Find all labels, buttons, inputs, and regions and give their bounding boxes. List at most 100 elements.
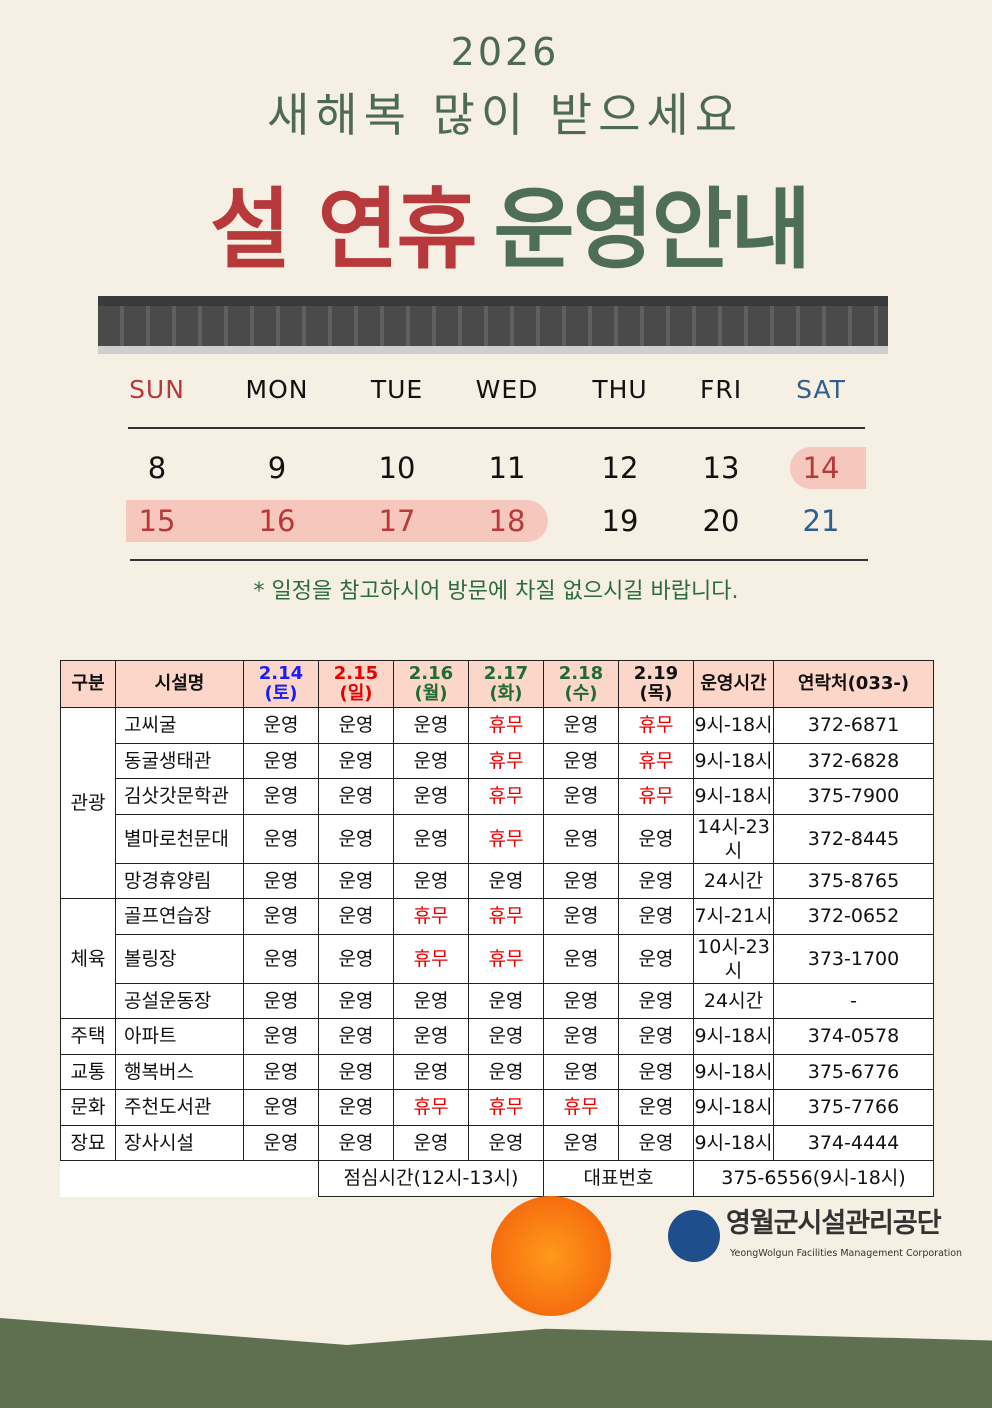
day-header-tue: TUE (370, 375, 424, 404)
table-row: 관광 고씨굴 운영 운영 운영 휴무 운영 휴무 9시-18시 372-6871 (60, 707, 934, 899)
hours-cell: 9시-18시 (693, 1053, 774, 1090)
column-header: 운영시간 (693, 660, 774, 708)
notice-text: * 일정을 참고하시어 방문에 차질 없으시길 바랍니다. (253, 579, 739, 604)
calendar-date: 20 (702, 504, 740, 538)
hours-cell: 24시간 (693, 862, 774, 899)
hours-cell: 10시-23시 (693, 933, 774, 984)
status-cell: 운영 (243, 933, 319, 984)
facility-name: 고씨굴 (115, 707, 244, 744)
status-cell: 휴무 (468, 813, 544, 864)
category-cell: 문화 (60, 1089, 116, 1126)
status-cell: 운영 (468, 1018, 544, 1055)
column-header: 2.14 (토) (243, 660, 319, 708)
status-cell: 휴무 (468, 707, 544, 744)
lunch-time: 점심시간(12시-13시) (318, 1160, 544, 1197)
hours-cell: 24시간 (693, 982, 774, 1019)
table-row: 동굴생태관 운영 운영 운영 휴무 운영 휴무 9시-18시 372-6828 (61, 742, 934, 779)
title-green: 운영안내 (493, 178, 812, 281)
status-cell: 운영 (393, 813, 469, 864)
column-header: 연락처(033-) (773, 660, 934, 708)
table-row: 망경휴양림 운영 운영 운영 운영 운영 운영 24시간 375-8765 (61, 862, 934, 899)
divider (128, 427, 865, 429)
table-row: 공설운동장 운영 운영 운영 운영 운영 운영 24시간 - (61, 982, 934, 1019)
table-row: 주택 아파트 운영 운영 운영 운영 운영 운영 9시-18시 374-0578 (60, 1018, 934, 1055)
facility-name: 공설운동장 (115, 982, 244, 1019)
status-cell: 운영 (468, 862, 544, 899)
holiday-highlight (126, 500, 548, 542)
contact-cell: 373-1700 (773, 933, 934, 984)
status-cell: 운영 (618, 862, 694, 899)
calendar-date: 12 (601, 451, 639, 485)
status-cell: 휴무 (393, 1089, 469, 1126)
day-header-sat: SAT (796, 375, 846, 404)
status-cell: 운영 (243, 813, 319, 864)
status-cell: 운영 (393, 862, 469, 899)
status-cell: 휴무 (543, 1089, 619, 1126)
table-header: 구분 시설명 2.14 (토) 2.15 (일) 2.16 (월) 2.17 (화) 2.1… (60, 660, 934, 708)
hours-cell: 14시-23시 (693, 813, 774, 864)
calendar-date: 18 (488, 504, 526, 538)
hours-cell: 7시-21시 (693, 898, 774, 935)
status-cell: 휴무 (618, 742, 694, 779)
table-row: 볼링장 운영 운영 휴무 휴무 운영 운영 10시-23시 373-1700 (61, 933, 934, 984)
category-cell: 장묘 (60, 1124, 116, 1161)
status-cell: 운영 (393, 1018, 469, 1055)
status-cell: 운영 (393, 1124, 469, 1161)
facility-name: 아파트 (115, 1018, 244, 1055)
status-cell: 휴무 (468, 742, 544, 779)
contact-cell: 374-4444 (773, 1124, 934, 1161)
status-cell: 운영 (393, 778, 469, 815)
calendar-date: 8 (147, 451, 167, 485)
status-cell: 운영 (318, 707, 394, 744)
facility-name: 장사시설 (115, 1124, 244, 1161)
main-number-label: 대표번호 (543, 1160, 694, 1197)
table-row: 교통 행복버스 운영 운영 운영 운영 운영 운영 9시-18시 375-6776 (60, 1053, 934, 1090)
contact-cell: 372-6871 (773, 707, 934, 744)
status-cell: 운영 (543, 778, 619, 815)
calendar-date: 16 (258, 504, 296, 538)
status-cell: 휴무 (618, 778, 694, 815)
operation-table: 구분 시설명 2.14 (토) 2.15 (일) 2.16 (월) 2.17 (화) 2.1… (60, 660, 934, 1197)
status-cell: 운영 (618, 982, 694, 1019)
column-header: 시설명 (115, 660, 244, 708)
status-cell: 운영 (618, 1018, 694, 1055)
status-cell: 운영 (318, 742, 394, 779)
table-row: 김삿갓문학관 운영 운영 운영 휴무 운영 휴무 9시-18시 375-7900 (61, 778, 934, 815)
table-row: 장묘 장사시설 운영 운영 운영 운영 운영 운영 9시-18시 374-4444 (60, 1124, 934, 1161)
logo-english: YeongWolgun Facilities Management Corpor… (730, 1248, 963, 1259)
status-cell: 휴무 (468, 778, 544, 815)
status-cell: 운영 (318, 778, 394, 815)
status-cell: 운영 (318, 1053, 394, 1090)
calendar-date: 11 (488, 451, 526, 485)
roof-tiles-decoration (98, 296, 888, 354)
status-cell: 운영 (243, 707, 319, 744)
status-cell: 운영 (393, 707, 469, 744)
status-cell: 운영 (393, 742, 469, 779)
contact-cell: 375-6776 (773, 1053, 934, 1090)
status-cell: 운영 (243, 862, 319, 899)
hills-decoration (0, 1318, 992, 1408)
table-row: 문화 주천도서관 운영 운영 휴무 휴무 휴무 운영 9시-18시 375-7766 (60, 1089, 934, 1126)
status-cell: 휴무 (393, 898, 469, 935)
status-cell: 운영 (393, 982, 469, 1019)
facility-name: 볼링장 (115, 933, 244, 984)
main-number: 375-6556(9시-18시) (693, 1160, 934, 1197)
status-cell: 운영 (318, 862, 394, 899)
status-cell: 운영 (618, 1053, 694, 1090)
status-cell: 운영 (318, 933, 394, 984)
category-cell: 관광 (60, 707, 116, 899)
status-cell: 운영 (543, 933, 619, 984)
page-title: 설 연휴 운영안내 (210, 178, 812, 281)
day-header-wed: WED (475, 375, 539, 404)
status-cell: 운영 (468, 1124, 544, 1161)
status-cell: 운영 (543, 1124, 619, 1161)
logo-emblem-icon (668, 1210, 720, 1262)
status-cell: 운영 (243, 778, 319, 815)
table-footer: 점심시간(12시-13시) 대표번호 375-6556(9시-18시) (61, 1160, 934, 1197)
status-cell: 운영 (543, 1053, 619, 1090)
day-header-mon: MON (245, 375, 309, 404)
contact-cell: 374-0578 (773, 1018, 934, 1055)
status-cell: 운영 (318, 1089, 394, 1126)
contact-cell: 372-0652 (773, 898, 934, 935)
column-header: 구분 (60, 660, 116, 708)
